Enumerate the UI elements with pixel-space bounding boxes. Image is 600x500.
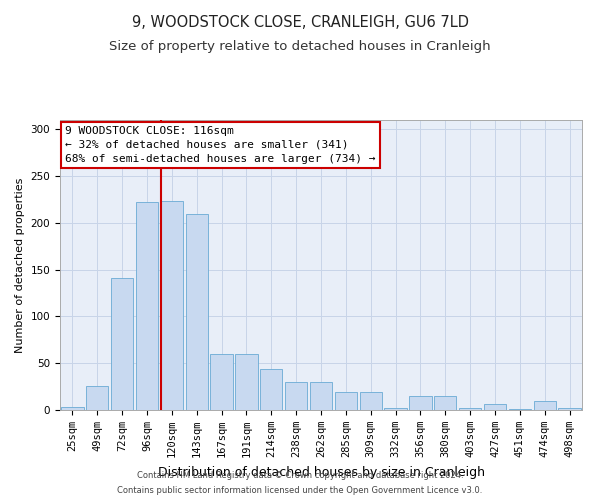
Text: 9, WOODSTOCK CLOSE, CRANLEIGH, GU6 7LD: 9, WOODSTOCK CLOSE, CRANLEIGH, GU6 7LD <box>131 15 469 30</box>
Text: Size of property relative to detached houses in Cranleigh: Size of property relative to detached ho… <box>109 40 491 53</box>
Bar <box>509 409 531 410</box>
Text: 9 WOODSTOCK CLOSE: 116sqm
← 32% of detached houses are smaller (341)
68% of semi: 9 WOODSTOCK CLOSE: 116sqm ← 32% of detac… <box>65 126 376 164</box>
Text: Contains public sector information licensed under the Open Government Licence v3: Contains public sector information licen… <box>118 486 482 495</box>
Bar <box>409 396 431 410</box>
Bar <box>359 392 382 410</box>
Text: Contains HM Land Registry data © Crown copyright and database right 2024.: Contains HM Land Registry data © Crown c… <box>137 471 463 480</box>
Bar <box>310 382 332 410</box>
Bar <box>484 404 506 410</box>
Bar <box>285 382 307 410</box>
Bar <box>260 369 283 410</box>
X-axis label: Distribution of detached houses by size in Cranleigh: Distribution of detached houses by size … <box>157 466 485 478</box>
Bar <box>559 408 581 410</box>
Bar <box>459 408 481 410</box>
Bar <box>335 392 357 410</box>
Bar <box>385 408 407 410</box>
Bar <box>161 202 183 410</box>
Bar <box>136 202 158 410</box>
Y-axis label: Number of detached properties: Number of detached properties <box>15 178 25 352</box>
Bar <box>111 278 133 410</box>
Bar <box>86 386 109 410</box>
Bar <box>533 400 556 410</box>
Bar <box>211 354 233 410</box>
Bar <box>235 354 257 410</box>
Bar <box>61 407 83 410</box>
Bar <box>185 214 208 410</box>
Bar <box>434 396 457 410</box>
